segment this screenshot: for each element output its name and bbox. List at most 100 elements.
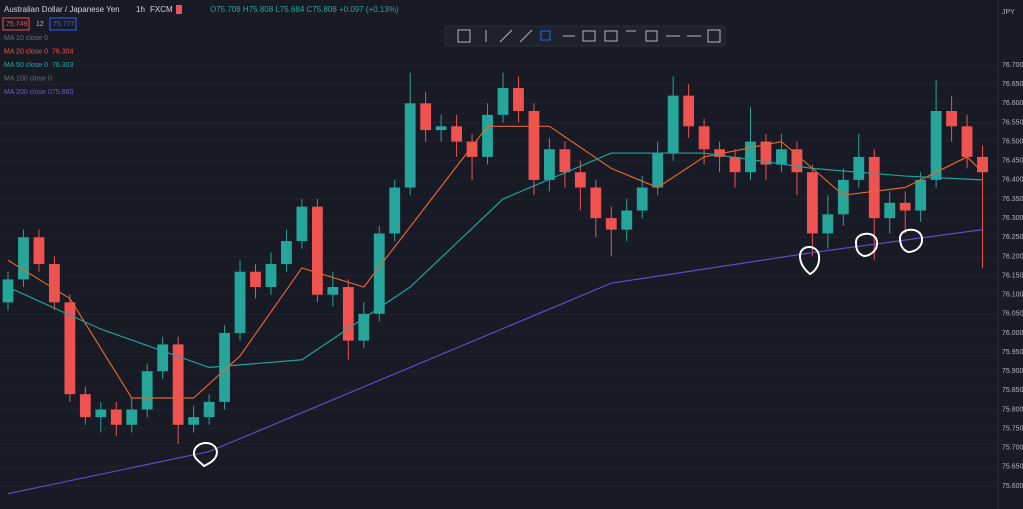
legend-value: 76.303 [52, 62, 74, 69]
candle-body [311, 206, 323, 295]
y-tick-label: 76.400 [1002, 177, 1023, 184]
candle-body [219, 332, 230, 402]
candle-body [18, 237, 29, 280]
bid: 75.749 [6, 21, 28, 28]
y-tick-label: 76.350 [1002, 196, 1023, 203]
y-tick-label: 75.950 [1002, 349, 1023, 356]
y-tick-label: 76.600 [1002, 100, 1023, 107]
candle-body [404, 103, 416, 188]
candle-body [203, 401, 215, 418]
candle-body [451, 126, 463, 142]
candle-body [141, 371, 153, 410]
candle-body [853, 156, 865, 180]
y-tick-label: 76.250 [1002, 234, 1023, 241]
symbol-title: Australian Dollar / Japanese Yen [4, 5, 120, 14]
tool-button[interactable] [645, 30, 658, 42]
candle-body [621, 210, 633, 230]
tool-button[interactable] [457, 29, 471, 43]
candle-body [822, 214, 834, 234]
tool-button[interactable] [707, 29, 721, 43]
spread: 12 [36, 21, 44, 28]
y-tick-label: 76.000 [1002, 330, 1023, 337]
candle-body [342, 287, 354, 341]
y-tick-label: 76.300 [1002, 215, 1023, 222]
legend-label: MA 50 close 0 [4, 62, 48, 69]
candle-body [157, 344, 169, 372]
candle-body [884, 202, 896, 219]
candle-body [2, 279, 14, 303]
candle-body [574, 172, 586, 188]
tool-button[interactable] [604, 30, 618, 42]
candle-body [729, 156, 741, 173]
candle-body [466, 141, 478, 157]
y-tick-label: 75.850 [1002, 387, 1023, 394]
interval: 1h [136, 5, 145, 14]
circle [898, 228, 924, 254]
candle-body [358, 313, 370, 341]
candle-body [837, 179, 849, 215]
candle-body [946, 110, 958, 127]
candle-body [435, 126, 447, 131]
y-tick-label: 76.650 [1002, 81, 1023, 88]
moving-average-line [7, 125, 983, 399]
circle [854, 232, 879, 258]
candle-body [110, 409, 122, 425]
tool-button[interactable] [540, 30, 551, 41]
market-icon [176, 5, 182, 14]
candle-body [683, 95, 695, 127]
candle-body [559, 149, 571, 173]
y-tick-label: 76.200 [1002, 253, 1023, 260]
y-tick-label: 75.750 [1002, 425, 1023, 432]
tool-button[interactable] [499, 29, 513, 43]
candle-body [373, 233, 385, 314]
y-tick-label: 76.500 [1002, 138, 1023, 145]
y-tick-label: 76.050 [1002, 311, 1023, 318]
candle-body [714, 149, 725, 157]
moving-average-line [7, 152, 983, 369]
ask: 75.777 [53, 21, 75, 28]
y-tick-label: 75.800 [1002, 406, 1023, 413]
candle-body [281, 241, 292, 265]
candle-body [234, 271, 246, 333]
candle-body [172, 344, 184, 425]
candle-body [497, 88, 509, 115]
candle-body [760, 141, 772, 165]
tool-button[interactable] [519, 29, 533, 43]
candle-body [698, 126, 710, 150]
legend-value: 75.880 [52, 89, 74, 96]
candle-body [806, 172, 818, 234]
y-tick-label: 76.100 [1002, 292, 1023, 299]
candle-body [327, 287, 339, 295]
bid-box[interactable] [2, 17, 30, 31]
candle-body [513, 88, 524, 111]
ask-box[interactable] [49, 17, 77, 31]
candle-body [64, 302, 76, 395]
candle-body [126, 409, 138, 425]
candle-body [33, 237, 45, 265]
candle-body [543, 149, 555, 180]
legend-label: MA 10 close 0 [4, 35, 48, 42]
annotations [192, 228, 924, 468]
candle-body [79, 394, 91, 418]
candle-body [868, 156, 880, 219]
candle-body [482, 114, 493, 157]
candle-body [420, 103, 432, 131]
currency: JPY [1002, 9, 1015, 16]
candle-body [265, 264, 277, 288]
candle-body [977, 156, 988, 173]
legend-value: 76.304 [52, 48, 74, 55]
candle-body [776, 149, 787, 165]
moving-average-line [7, 229, 983, 495]
candle-body [667, 95, 679, 154]
y-tick-label: 75.650 [1002, 464, 1023, 471]
legend-label: MA 200 close 0 [4, 89, 52, 96]
tool-button[interactable] [582, 30, 596, 42]
quote: O75.708 H75.808 L75.684 C75.808 +0.097 (… [210, 5, 399, 14]
candle-body [590, 187, 602, 219]
candle-body [791, 149, 803, 173]
legend-label: MA 20 close 0 [4, 48, 48, 55]
y-tick-label: 76.700 [1002, 62, 1023, 69]
candle-body [605, 218, 617, 230]
y-tick-label: 75.700 [1002, 445, 1023, 452]
